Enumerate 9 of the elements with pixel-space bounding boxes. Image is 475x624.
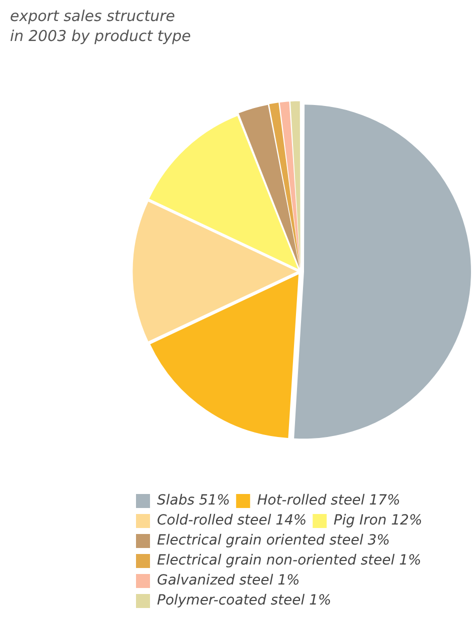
chart-title: export sales structure in 2003 by product type	[10, 6, 191, 46]
legend-label: Galvanized steel 1%	[157, 572, 300, 589]
legend-label: Slabs 51%	[157, 492, 230, 509]
legend-label: Hot-rolled steel 17%	[257, 492, 400, 509]
legend-label: Electrical grain oriented steel 3%	[157, 532, 390, 549]
legend-label: Polymer-coated steel 1%	[157, 592, 332, 609]
legend-label: Cold-rolled steel 14%	[157, 512, 307, 529]
legend-label: Pig Iron 12%	[334, 512, 422, 529]
legend-label: Electrical grain non-oriented steel 1%	[157, 552, 422, 569]
